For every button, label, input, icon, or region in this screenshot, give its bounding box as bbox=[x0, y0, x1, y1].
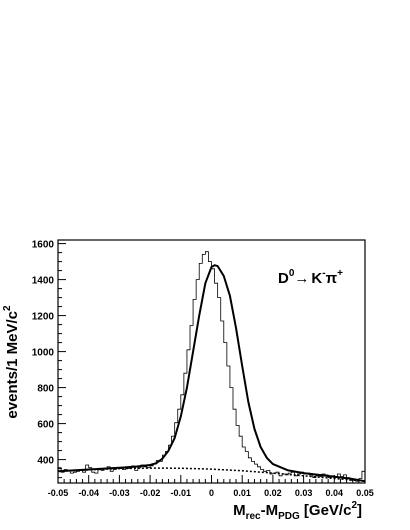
x-tick-label: 0.02 bbox=[264, 488, 282, 498]
x-tick-label: -0.04 bbox=[78, 488, 99, 498]
x-tick-label: -0.02 bbox=[140, 488, 161, 498]
y-tick-label: 1000 bbox=[32, 348, 55, 359]
x-tick-label: 0.01 bbox=[233, 488, 251, 498]
x-tick-label: -0.03 bbox=[109, 488, 130, 498]
y-tick-label: 1200 bbox=[32, 312, 55, 323]
decay-annotation: D0→ K-π+ bbox=[278, 268, 343, 287]
y-tick-label: 600 bbox=[37, 420, 54, 431]
y-tick-label: 1600 bbox=[32, 240, 55, 251]
y-tick-label: 800 bbox=[37, 384, 54, 395]
series-layer bbox=[57, 251, 366, 483]
background-fit-line bbox=[57, 467, 366, 482]
x-tick-label: 0 bbox=[209, 488, 214, 498]
x-axis: -0.05 -0.04 -0.03 -0.02 -0.01 0 0.01 0.02 0.03 0.… bbox=[48, 475, 374, 498]
x-tick-label: 0.03 bbox=[295, 488, 313, 498]
x-axis-label: Mrec-MPDG [GeV/c2] bbox=[233, 500, 362, 522]
y-tick-label: 400 bbox=[37, 456, 54, 467]
x-tick-label: -0.05 bbox=[48, 488, 69, 498]
x-tick-label: 0.05 bbox=[356, 488, 374, 498]
x-tick-label: 0.04 bbox=[326, 488, 344, 498]
y-tick-label: 1400 bbox=[32, 276, 55, 287]
total-fit-line bbox=[57, 264, 366, 483]
x-tick-label: -0.01 bbox=[171, 488, 192, 498]
y-axis: 400 600 800 1000 1200 1400 1600 bbox=[32, 240, 66, 479]
y-axis-label: events/1 MeV/c2 bbox=[2, 305, 21, 419]
